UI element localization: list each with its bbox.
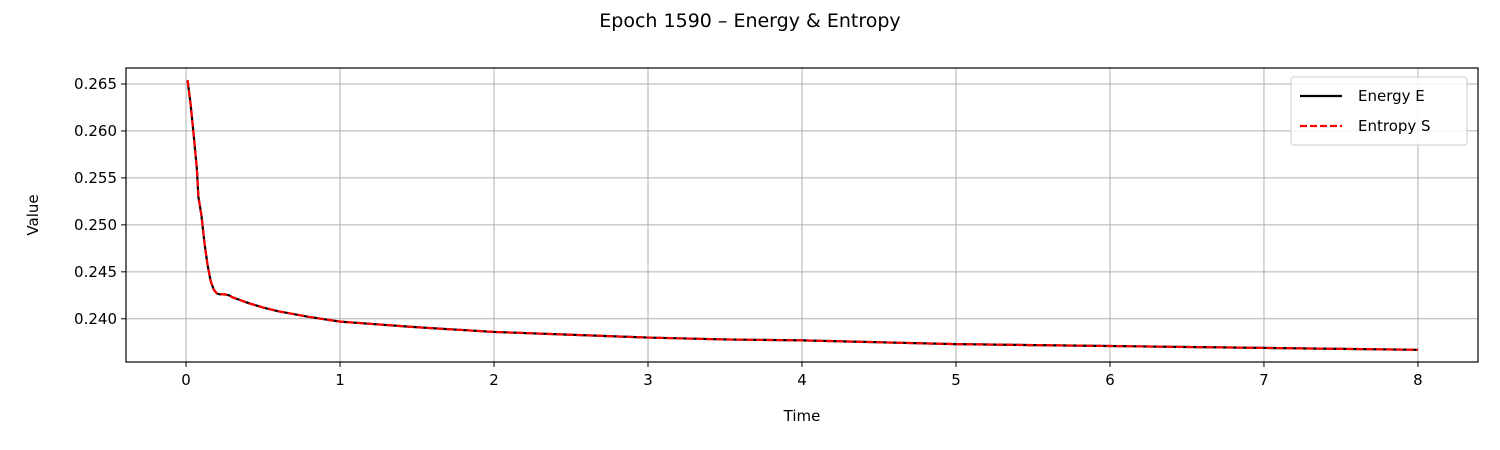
x-tick-label: 5 — [951, 371, 961, 389]
series-line-entropy — [186, 80, 1418, 351]
series-layer — [186, 80, 1418, 351]
x-tick-label: 0 — [181, 371, 191, 389]
x-tick-label: 8 — [1413, 371, 1423, 389]
legend: Energy E Entropy S — [1290, 76, 1468, 146]
x-axis: 0 1 2 3 4 5 6 7 8 — [181, 362, 1423, 389]
y-tick-label: 0.260 — [74, 122, 117, 140]
x-tick-label: 7 — [1259, 371, 1269, 389]
legend-label-entropy: Entropy S — [1358, 117, 1431, 135]
y-tick-label: 0.265 — [74, 75, 117, 93]
x-tick-label: 3 — [643, 371, 653, 389]
x-tick-label: 1 — [335, 371, 345, 389]
y-tick-label: 0.240 — [74, 310, 117, 328]
y-axis: 0.240 0.245 0.250 0.255 0.260 0.265 — [74, 75, 126, 328]
y-tick-label: 0.245 — [74, 263, 117, 281]
y-tick-label: 0.250 — [74, 216, 117, 234]
legend-box — [1290, 76, 1468, 146]
x-tick-label: 2 — [489, 371, 499, 389]
legend-label-energy: Energy E — [1358, 87, 1425, 105]
series-line-energy — [186, 80, 1418, 351]
grid-lines — [126, 68, 1478, 362]
x-tick-label: 6 — [1105, 371, 1115, 389]
chart-title: Epoch 1590 – Energy & Entropy — [599, 10, 900, 32]
y-tick-label: 0.255 — [74, 169, 117, 187]
x-tick-label: 4 — [797, 371, 807, 389]
x-axis-title: Time — [783, 407, 821, 425]
y-axis-title: Value — [24, 194, 42, 235]
